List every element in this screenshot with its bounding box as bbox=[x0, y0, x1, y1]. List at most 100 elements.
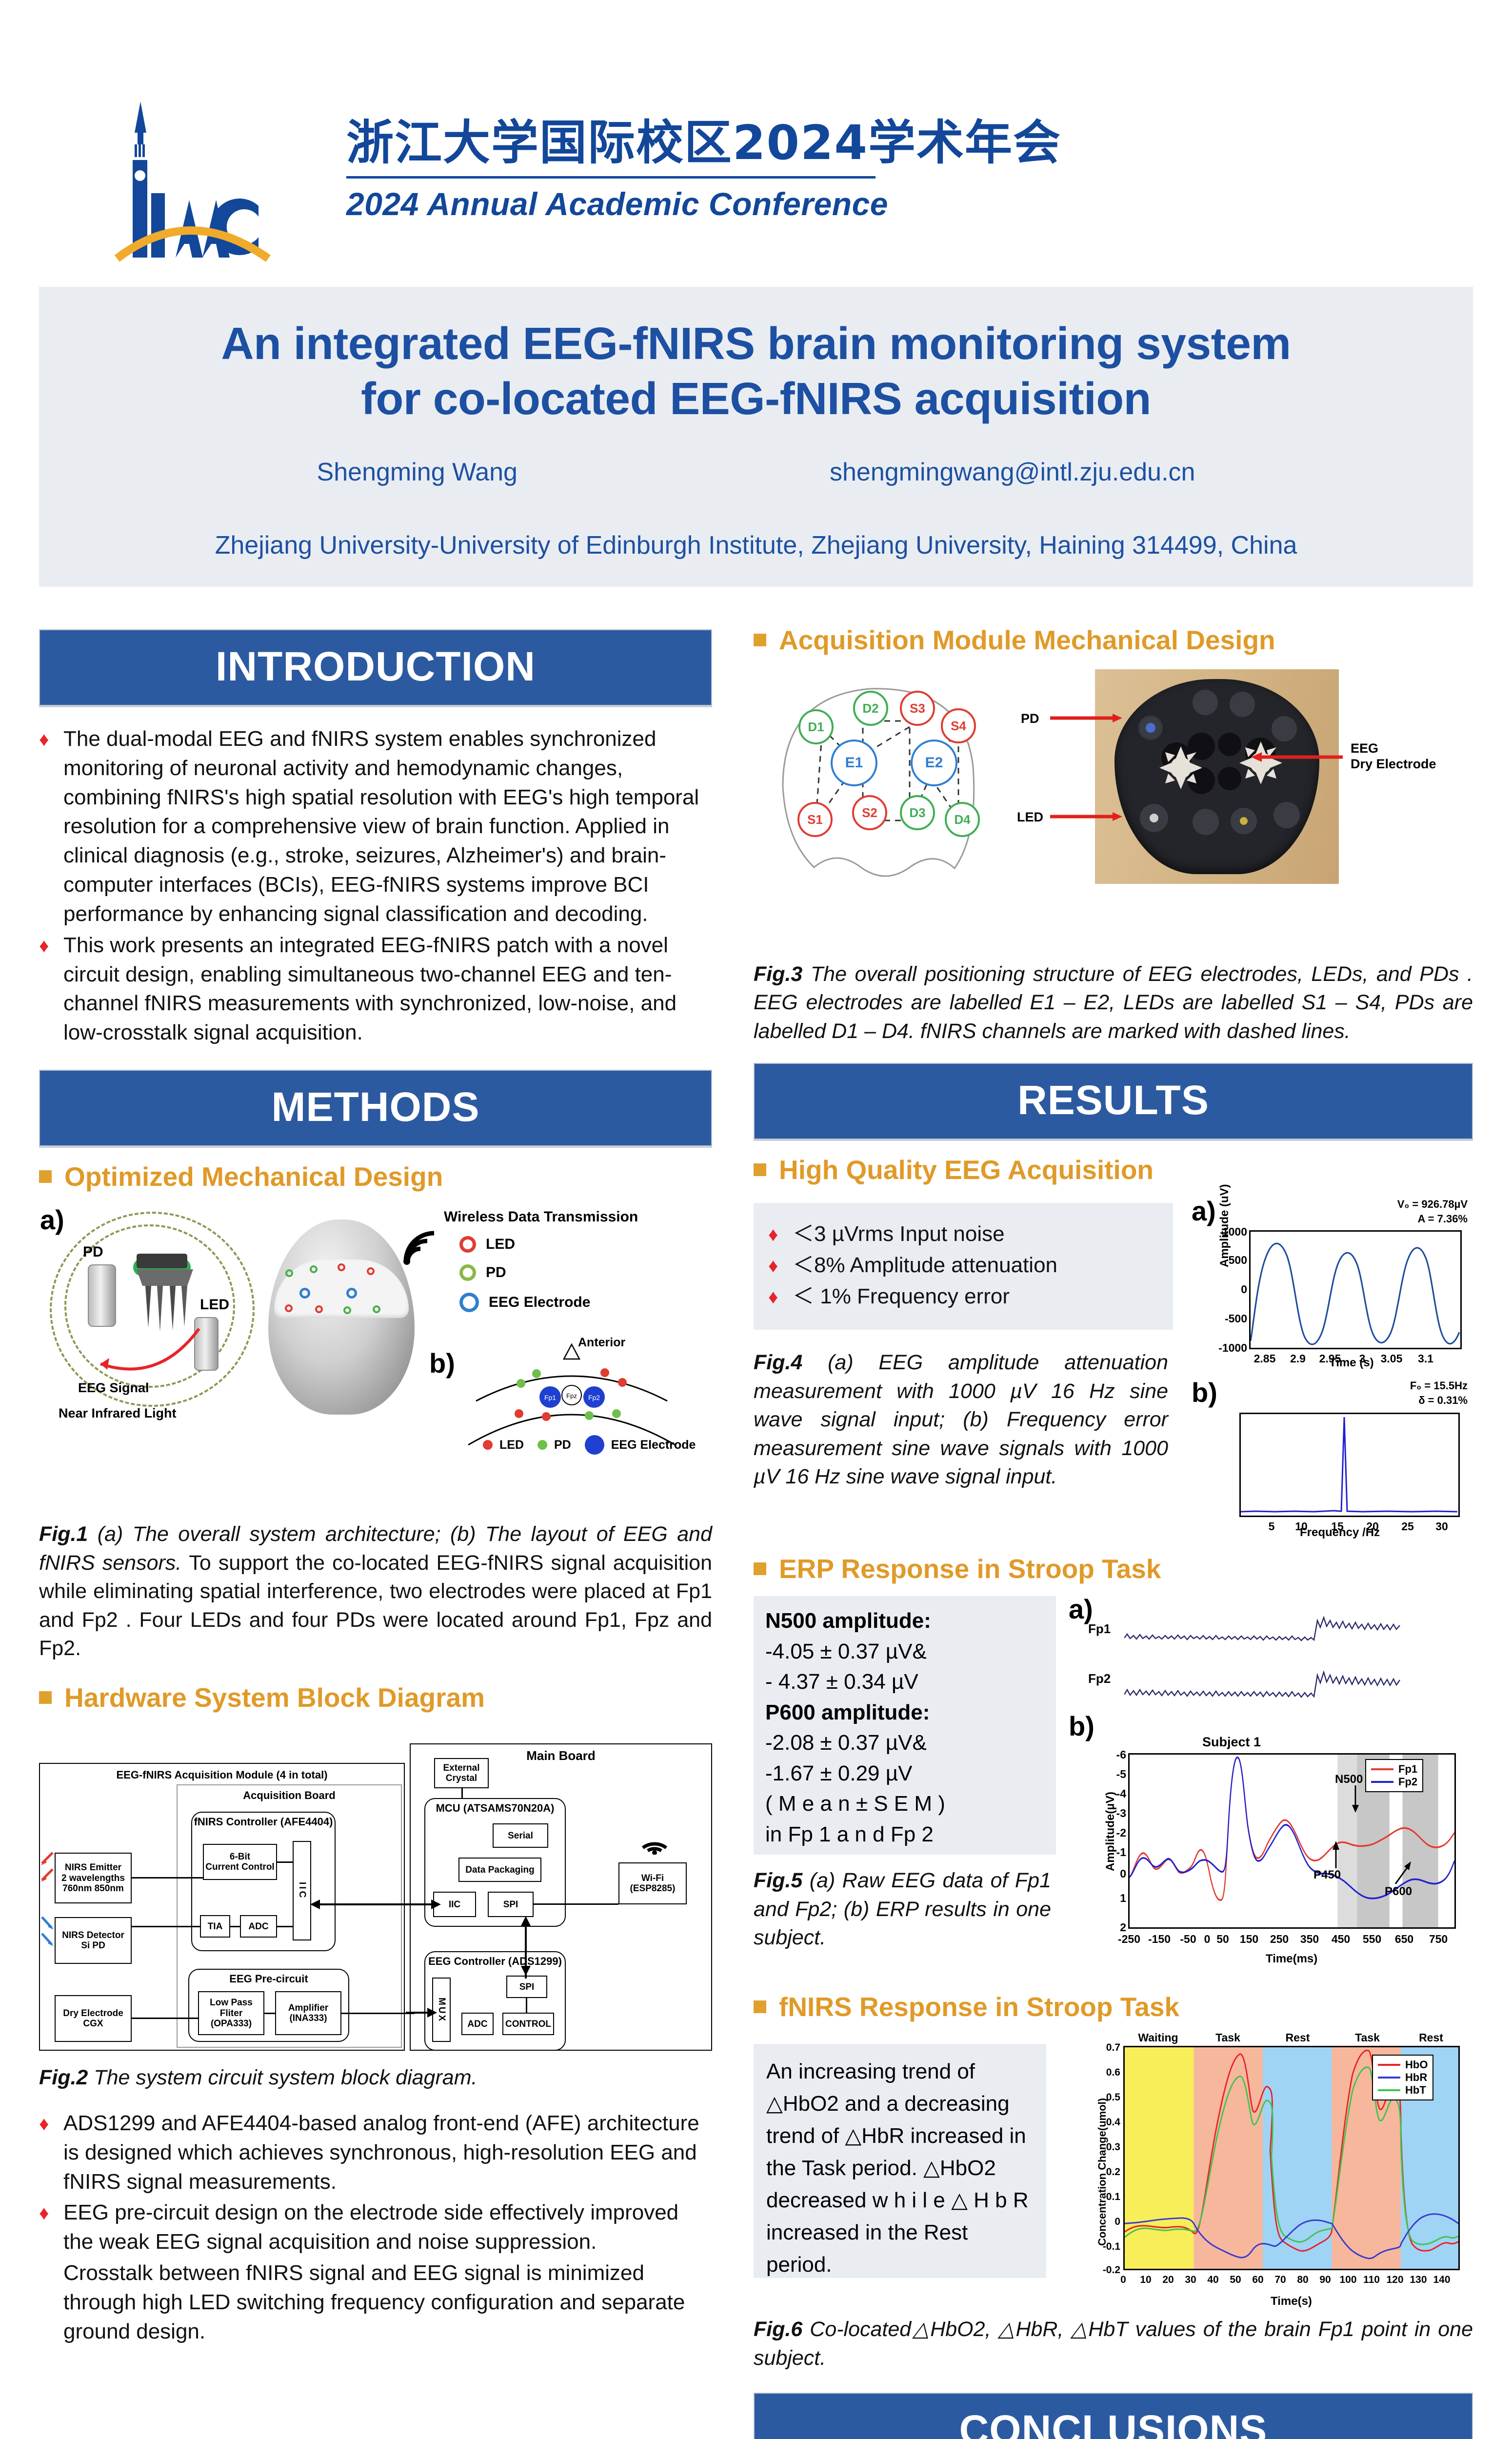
eeg-spec-2: ＜8% Amplitude attenuation bbox=[793, 1253, 1058, 1278]
fig6-xlabel: Time(s) bbox=[1271, 2295, 1312, 2308]
fig6-xtick: 10 bbox=[1140, 2274, 1152, 2286]
fig6-xtick: 130 bbox=[1410, 2274, 1427, 2286]
fig3-eeg-pointer bbox=[1251, 752, 1343, 762]
p450-arrow-icon bbox=[1333, 1841, 1339, 1869]
fig4b-xlabel: Frequency /Hz bbox=[1300, 1526, 1380, 1539]
fig3-photo-hole bbox=[1273, 802, 1300, 828]
fig5b-ytick: -5 bbox=[1116, 1768, 1126, 1781]
fig5b-annot-p600: P600 bbox=[1385, 1885, 1413, 1899]
bd-vert-arrow-down-icon bbox=[521, 1929, 531, 1976]
list-item: ♦ ＜ 1% Frequency error bbox=[768, 1282, 1156, 1311]
bd-wifi: Wi-Fi (ESP8285) bbox=[618, 1862, 687, 1905]
square-bullet-icon bbox=[754, 634, 766, 646]
fig6-period-rest-2: Rest bbox=[1419, 2031, 1443, 2044]
diamond-bullet-icon: ♦ bbox=[768, 1286, 778, 1308]
fig5-caption-italic: (a) Raw EEG data of Fp1 and Fp2; (b) ERP… bbox=[754, 1869, 1051, 1950]
methods-p3: Crosstalk between fNIRS signal and EEG s… bbox=[63, 2261, 685, 2343]
bd-module-title: EEG-fNIRS Acquisition Module (4 in total… bbox=[116, 1769, 328, 1781]
fig1-pd-marker bbox=[343, 1306, 351, 1315]
fig5b-ytick: 1 bbox=[1120, 1892, 1126, 1905]
conference-title-en: 2024 Annual Academic Conference bbox=[346, 186, 889, 222]
fig1-pd-marker bbox=[285, 1269, 293, 1278]
fig1-label-anterior: Anterior bbox=[578, 1336, 626, 1350]
fig3-pd-pointer bbox=[1050, 714, 1122, 722]
subhead-high-quality-eeg: High Quality EEG Acquisition bbox=[754, 1154, 1473, 1185]
figure-4a-sine-chart: a) V₀ = 926.78µV A = 7.36% Amplitude (uV… bbox=[1188, 1184, 1471, 1370]
fig5b-title: Subject 1 bbox=[1202, 1735, 1261, 1750]
fig1-pd-cylinder bbox=[88, 1264, 116, 1327]
fig1-pd-marker bbox=[373, 1305, 380, 1314]
fig6-xtick: 0 bbox=[1120, 2274, 1126, 2286]
erp-n500-v1: -4.05 ± 0.37 µV& bbox=[765, 1639, 927, 1663]
fig6-ytick: -0.2 bbox=[1102, 2264, 1120, 2276]
fig5b-xtick: -250 bbox=[1117, 1933, 1141, 1946]
n500-arrow-icon bbox=[1352, 1785, 1359, 1813]
subhead-acquisition-module: Acquisition Module Mechanical Design bbox=[754, 624, 1473, 656]
fig3-node-d2: D2 bbox=[853, 691, 888, 726]
bd-eeg-ctrl-title: EEG Controller (ADS1299) bbox=[428, 1955, 562, 1968]
fig6-xtick: 80 bbox=[1297, 2274, 1309, 2286]
fig3-photo-hole bbox=[1193, 809, 1219, 835]
diamond-bullet-icon: ♦ bbox=[39, 729, 49, 750]
fig1-label-eeg-signal: EEG Signal bbox=[78, 1380, 149, 1396]
fig3-photo-hole bbox=[1193, 690, 1218, 715]
fig4a-annotations: V₀ = 926.78µV A = 7.36% bbox=[1397, 1197, 1468, 1226]
bd-eeg-pre-title: EEG Pre-circuit bbox=[229, 1973, 308, 1985]
fig4a-xtick: 3.05 bbox=[1380, 1352, 1403, 1365]
fp1-swatch-icon bbox=[1371, 1768, 1393, 1771]
fig3-node-d4: D4 bbox=[945, 802, 980, 837]
fig6-xtick: 90 bbox=[1319, 2274, 1331, 2286]
author-email[interactable]: shengmingwang@intl.zju.edu.cn bbox=[829, 458, 1195, 486]
fig4b-xtick: 15 bbox=[1331, 1520, 1344, 1533]
fig3-led-pointer bbox=[1050, 812, 1122, 821]
fp2-swatch-icon bbox=[1371, 1781, 1393, 1783]
fig5a-trace-label-fp1: Fp1 bbox=[1088, 1621, 1111, 1637]
hbo-swatch-icon bbox=[1378, 2064, 1400, 2066]
led-dot-icon bbox=[459, 1236, 476, 1253]
fig5b-xlabel: Time(ms) bbox=[1266, 1952, 1318, 1966]
fig3-label-led: LED bbox=[1017, 810, 1043, 824]
fig6-caption-italic: Co-located△HbO2, △HbR, △HbT values of th… bbox=[754, 2318, 1473, 2370]
poster-title-block: An integrated EEG-fNIRS brain monitoring… bbox=[39, 287, 1473, 587]
fig3-node-d1: D1 bbox=[798, 709, 834, 744]
eeg-dot-icon bbox=[459, 1293, 479, 1313]
bd-low-pass-filter: Low Pass Fliter (OPA333) bbox=[198, 1991, 264, 2036]
fig6-xtick: 20 bbox=[1162, 2274, 1174, 2286]
figure-5b-erp-chart: b) Subject 1 Fp1 Fp2 bbox=[1066, 1710, 1471, 1983]
subhead-label: Optimized Mechanical Design bbox=[64, 1161, 443, 1192]
section-banner-introduction: INTRODUCTION bbox=[39, 629, 712, 706]
legend-label: LED bbox=[499, 1438, 524, 1452]
pd-dot-icon bbox=[537, 1440, 547, 1450]
bd-wire bbox=[526, 1998, 527, 2013]
fig5a-trace-label-fp2: Fp2 bbox=[1088, 1671, 1111, 1686]
erp-p600-title: P600 amplitude: bbox=[765, 1700, 930, 1724]
fig5-label: Fig.5 bbox=[754, 1869, 803, 1893]
fig3-photo-hole bbox=[1231, 808, 1257, 834]
diamond-bullet-icon: ♦ bbox=[39, 935, 49, 957]
page-title: An integrated EEG-fNIRS brain monitoring… bbox=[39, 316, 1473, 427]
title-line-1: An integrated EEG-fNIRS brain monitoring… bbox=[221, 318, 1291, 369]
conference-logo: 浙江大学国际校区2024学术年会 2024 Annual Academic Co… bbox=[102, 98, 1060, 263]
fig4a-xtick: 2.9 bbox=[1290, 1352, 1306, 1365]
list-item: ♦ EEG pre-circuit design on the electrod… bbox=[39, 2198, 712, 2257]
fig1-led-marker bbox=[285, 1304, 293, 1313]
fig4-panel-a-label: a) bbox=[1192, 1196, 1216, 1227]
fig3-node-s4: S4 bbox=[941, 708, 976, 743]
fig5b-xtick: 0 bbox=[1204, 1933, 1211, 1946]
fig5a-trace-fp1 bbox=[1124, 1616, 1400, 1642]
legend-label: EEG Electrode bbox=[611, 1438, 696, 1452]
fig3-photo-hole bbox=[1230, 692, 1255, 717]
bd-wire bbox=[534, 1903, 618, 1905]
title-line-2: for co-located EEG-fNIRS acquisition bbox=[361, 373, 1152, 424]
fig1-label-led: LED bbox=[200, 1297, 229, 1313]
introduction-bullets: ♦ The dual-modal EEG and fNIRS system en… bbox=[39, 724, 712, 1047]
fig3-label-eeg-dry-electrode: EEG Dry Electrode bbox=[1351, 741, 1436, 772]
fig5b-xtick: -150 bbox=[1148, 1933, 1171, 1946]
left-column: INTRODUCTION ♦ The dual-modal EEG and fN… bbox=[39, 629, 712, 2348]
fig3-label-pd: PD bbox=[1021, 711, 1039, 726]
fig3-node-d3: D3 bbox=[900, 795, 935, 830]
fig6-xtick: 40 bbox=[1207, 2274, 1219, 2286]
fig1-led-marker bbox=[315, 1305, 323, 1314]
subhead-label: ERP Response in Stroop Task bbox=[779, 1554, 1161, 1584]
erp-note-sites: in Fp 1 a n d Fp 2 bbox=[765, 1822, 934, 1846]
